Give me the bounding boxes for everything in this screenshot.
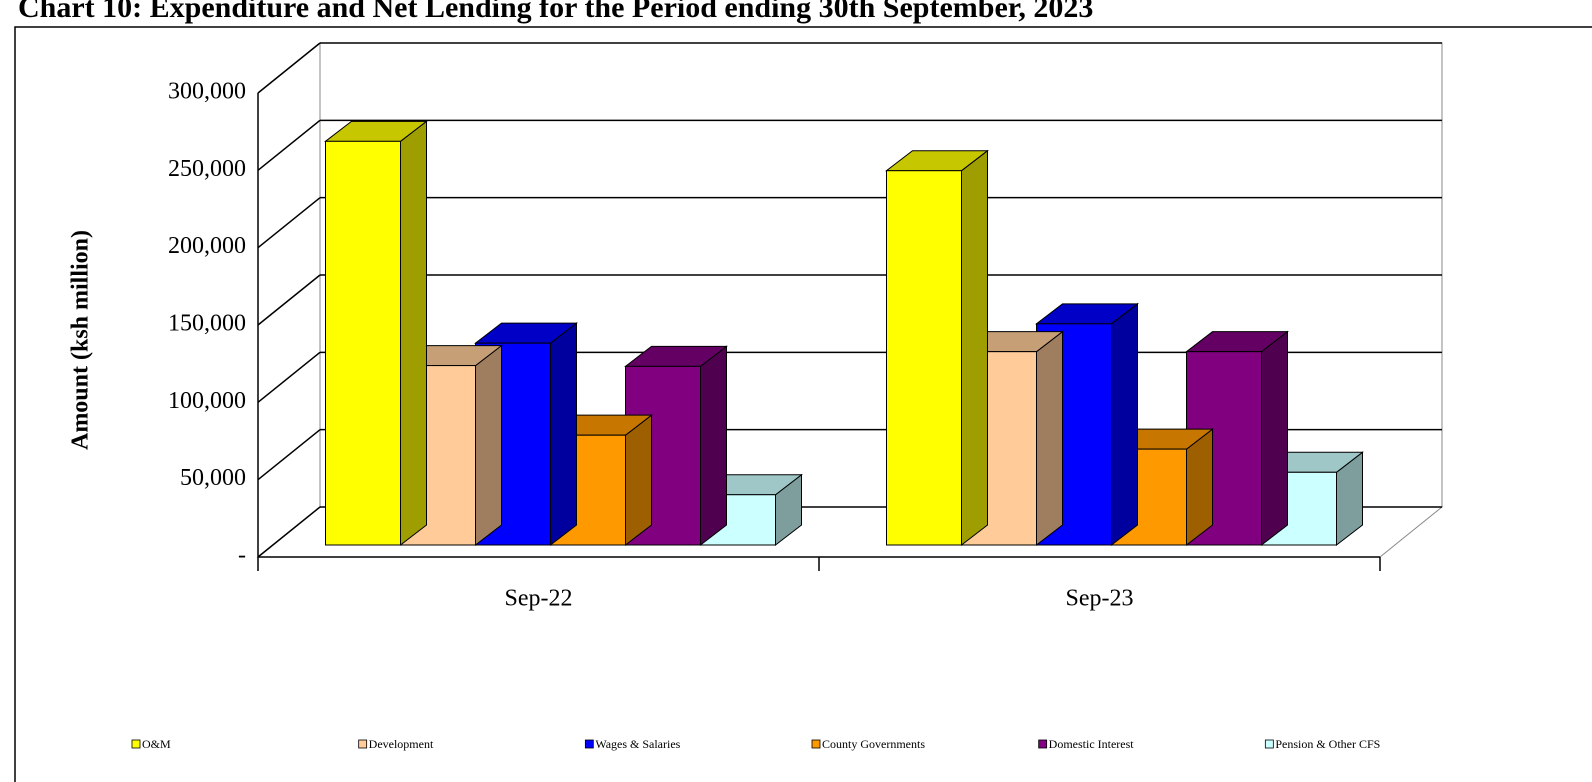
grid-line (257, 197, 321, 249)
y-axis-title: Amount (ksh million) (68, 230, 94, 450)
legend-swatch (131, 739, 141, 749)
legend-swatch (1264, 739, 1274, 749)
grid-line (257, 119, 321, 171)
chart-border (14, 26, 1592, 782)
legend-swatch (358, 739, 368, 749)
legend-swatch (811, 739, 821, 749)
y-tick-label: 300,000 (168, 79, 246, 105)
legend-label: Development (369, 737, 434, 751)
x-tick-label: Sep-23 (1066, 586, 1134, 612)
bar-side (1261, 330, 1288, 547)
legend-label: County Governments (822, 737, 925, 751)
y-tick-label: 150,000 (168, 311, 246, 337)
legend-label: Wages & Salaries (595, 737, 680, 751)
legend-swatch (584, 739, 594, 749)
x-tick-label: Sep-22 (505, 586, 573, 612)
legend-swatch (1038, 739, 1048, 749)
legend-label: Domestic Interest (1049, 737, 1135, 751)
chart-title: Chart 10: Expenditure and Net Lending fo… (18, 0, 1093, 24)
legend-label: O&M (142, 737, 171, 751)
y-tick-label: 100,000 (168, 388, 246, 414)
y-tick-label: 50,000 (180, 465, 246, 491)
bar-side (1111, 302, 1138, 547)
grid-line (257, 506, 321, 558)
bar-side (550, 322, 577, 547)
bar-side (961, 149, 988, 547)
grid-line (257, 351, 321, 403)
y-tick-label: - (238, 543, 246, 569)
bar (325, 140, 401, 546)
grid-line (257, 42, 321, 94)
bar-side (1036, 330, 1063, 547)
bar-side (700, 345, 727, 547)
grid-line (257, 429, 321, 481)
y-tick-label: 200,000 (168, 233, 246, 259)
legend-label: Pension & Other CFS (1275, 737, 1380, 751)
grid-line (257, 274, 321, 326)
bar-side (625, 414, 652, 547)
y-tick-label: 250,000 (168, 156, 246, 182)
bar-side (475, 344, 502, 547)
bar-side (400, 120, 427, 547)
bar (886, 170, 962, 546)
